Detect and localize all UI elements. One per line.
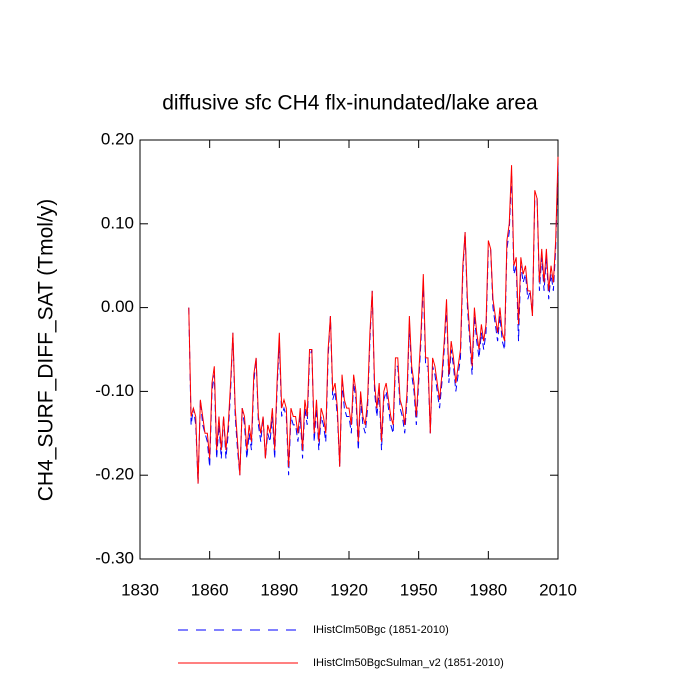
x-tick-label: 1920 bbox=[330, 580, 368, 599]
plot-frame bbox=[139, 139, 559, 560]
legend-label: IHistClm50BgcSulman_v2 (1851-2010) bbox=[313, 657, 504, 669]
x-tick-label: 1860 bbox=[191, 580, 229, 599]
y-tick-label: -0.10 bbox=[95, 381, 134, 400]
y-tick-label: -0.30 bbox=[95, 548, 134, 567]
x-tick-label: 2010 bbox=[539, 580, 577, 599]
x-tick-label: 1980 bbox=[469, 580, 507, 599]
y-tick-label: -0.20 bbox=[95, 465, 134, 484]
legend-label: IHistClm50Bgc (1851-2010) bbox=[313, 624, 449, 636]
series-line bbox=[188, 156, 559, 484]
chart-title: diffusive sfc CH4 flx-inundated/lake are… bbox=[162, 92, 538, 115]
y-tick-label: 0.10 bbox=[101, 213, 134, 232]
y-axis-label: CH4_SURF_DIFF_SAT (Tmol/y) bbox=[35, 199, 58, 502]
x-tick-label: 1890 bbox=[260, 580, 298, 599]
y-tick-label: 0.00 bbox=[101, 297, 134, 316]
y-tick-label: 0.20 bbox=[101, 129, 134, 148]
x-tick-label: 1830 bbox=[121, 580, 159, 599]
x-tick-label: 1950 bbox=[400, 580, 438, 599]
